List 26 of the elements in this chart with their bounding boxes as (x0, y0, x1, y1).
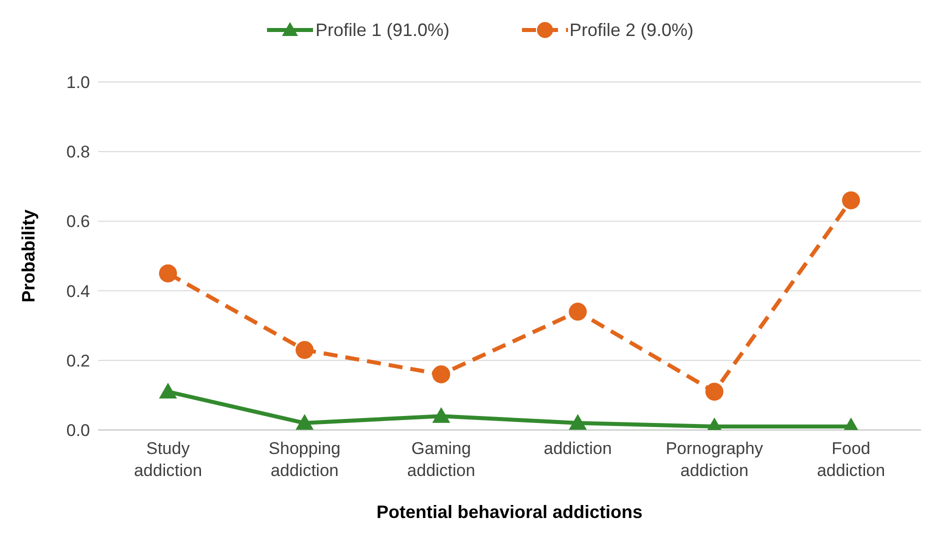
y-tick-label: 0.0 (66, 421, 90, 440)
point (568, 414, 587, 430)
point (568, 302, 587, 321)
x-tick-label: Gaming addiction (407, 439, 476, 480)
point (296, 414, 314, 430)
legend-label: Profile 2 (9.0%) (570, 20, 694, 40)
y-tick-label: 0.8 (66, 142, 90, 162)
x-axis-title: Potential behavioral addictions (376, 502, 643, 522)
legend-label: Profile 1 (91.0%) (315, 20, 450, 40)
point (296, 340, 314, 359)
point (159, 264, 177, 282)
x-tick-label: Study addiction (134, 439, 202, 480)
point (159, 382, 177, 398)
y-tick-label: 0.6 (66, 212, 90, 232)
y-tick-label: 1.0 (66, 73, 90, 92)
y-tick-label: 0.4 (66, 282, 90, 301)
point (432, 365, 450, 384)
x-tick-label: Food addiction (816, 439, 886, 480)
y-tick-label: 0.2 (66, 351, 90, 370)
x-tick-label: addiction (544, 439, 612, 458)
point (432, 407, 450, 423)
x-tick-label: Pornography addiction (666, 439, 764, 480)
point (705, 382, 724, 401)
point (842, 191, 860, 210)
x-tick-label: Shopping addiction (268, 439, 341, 480)
y-axis-title: Probability (18, 209, 38, 303)
